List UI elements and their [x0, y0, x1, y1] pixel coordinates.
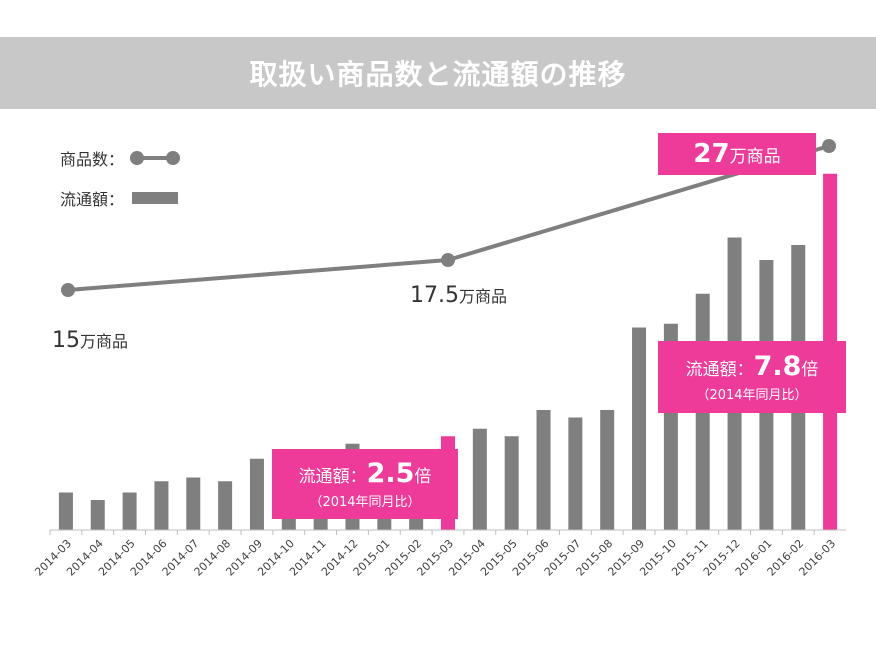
- bar-2014-04: [90, 500, 105, 530]
- bar-2014-07: [186, 477, 201, 530]
- callout-7-8-value: 7.8: [753, 351, 802, 382]
- callout-sales-2-5-main: 流通額：2.5倍: [299, 458, 432, 489]
- products-point-2014-03: [61, 283, 75, 297]
- callout-2-5-suffix: 倍: [414, 467, 432, 487]
- bar-2014-09: [249, 458, 264, 530]
- callout-7-8-prefix: 流通額：: [685, 360, 754, 380]
- products-point-2016-03: [822, 139, 836, 153]
- legend-bar-icon: [132, 192, 179, 204]
- callout-27-unit: 万商品: [729, 146, 781, 167]
- legend-sales-label: 流通額：: [60, 190, 125, 209]
- label-17-5-man: 17.5万商品: [410, 283, 507, 308]
- bar-2015-04: [472, 428, 487, 530]
- bar-2015-09: [632, 327, 647, 530]
- bar-2014-03: [58, 492, 73, 530]
- bar-2015-06: [536, 410, 551, 530]
- label-17-5-number: 17.5: [410, 283, 459, 308]
- chart-title: 取扱い商品数と流通額の推移: [249, 58, 627, 91]
- callout-7-8-suffix: 倍: [801, 360, 819, 380]
- label-15-man: 15万商品: [52, 328, 128, 353]
- label-15-number: 15: [52, 328, 80, 353]
- legend-products-label: 商品数：: [60, 150, 125, 169]
- bar-2014-08: [218, 481, 233, 530]
- products-point-2015-03: [441, 253, 455, 267]
- callout-27-man: 27 万商品: [658, 133, 816, 175]
- callout-2-5-sub: （2014年同月比）: [309, 495, 421, 510]
- bar-2015-07: [568, 417, 583, 530]
- callout-sales-7-8: 流通額：7.8倍 （2014年同月比）: [658, 341, 846, 413]
- legend-line-icon: [130, 149, 181, 167]
- legend-sales: 流通額：: [60, 186, 179, 210]
- callout-27-number: 27: [693, 139, 730, 169]
- title-bar: 取扱い商品数と流通額の推移: [0, 37, 876, 109]
- callout-sales-2-5: 流通額：2.5倍 （2014年同月比）: [272, 449, 458, 519]
- callout-7-8-sub: （2014年同月比）: [696, 388, 808, 403]
- callout-2-5-value: 2.5: [366, 458, 415, 489]
- bar-2014-05: [122, 492, 137, 530]
- bar-2015-08: [600, 410, 615, 530]
- label-17-5-unit: 万商品: [458, 287, 507, 306]
- bar-2014-06: [154, 481, 169, 530]
- bar-2015-05: [504, 436, 519, 530]
- callout-2-5-prefix: 流通額：: [298, 467, 367, 487]
- callout-sales-7-8-main: 流通額：7.8倍: [686, 351, 819, 382]
- legend-products: 商品数：: [60, 146, 181, 170]
- label-15-unit: 万商品: [80, 332, 129, 351]
